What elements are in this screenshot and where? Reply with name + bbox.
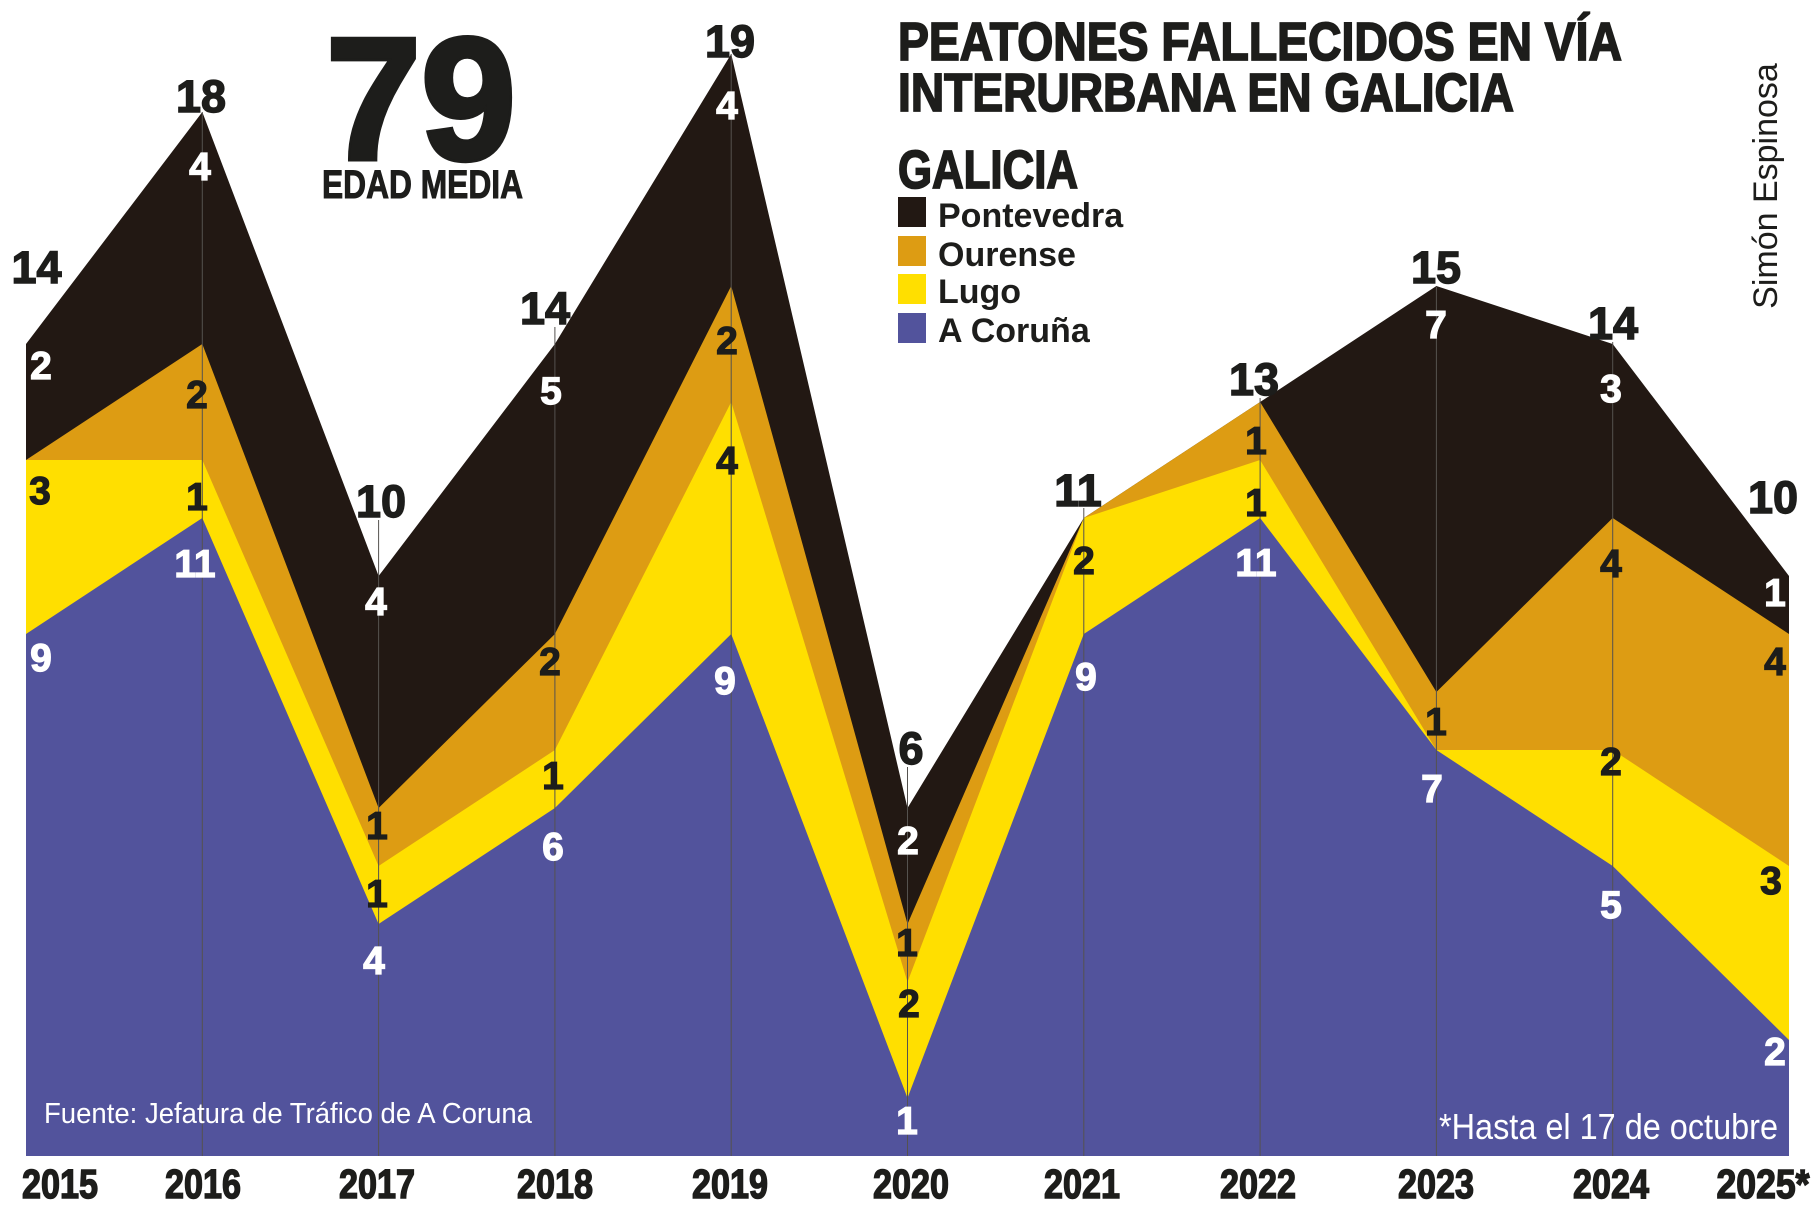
svg-text:1: 1 [542,755,564,798]
svg-text:*Hasta el 17 de octubre: *Hasta el 17 de octubre [1439,1106,1778,1147]
svg-text:2: 2 [1600,741,1622,784]
svg-text:3: 3 [29,470,51,513]
svg-text:3: 3 [1600,368,1622,411]
svg-text:PEATONES FALLECIDOS EN VÍA: PEATONES FALLECIDOS EN VÍA [898,12,1622,72]
svg-text:79: 79 [326,1,516,196]
svg-text:2023: 2023 [1398,1161,1474,1207]
svg-text:2016: 2016 [165,1161,241,1207]
svg-text:2: 2 [898,983,920,1026]
svg-text:2018: 2018 [517,1161,593,1207]
svg-text:19: 19 [705,16,755,67]
svg-text:13: 13 [1229,354,1279,405]
svg-text:Ourense: Ourense [938,236,1076,274]
svg-text:9: 9 [714,660,736,703]
svg-text:2: 2 [1073,540,1095,583]
svg-text:1: 1 [896,1100,918,1143]
svg-text:5: 5 [1600,884,1622,927]
svg-text:2: 2 [716,320,738,363]
svg-text:4: 4 [1764,641,1786,684]
svg-text:5: 5 [540,370,562,413]
svg-text:4: 4 [363,940,385,983]
svg-text:1: 1 [896,922,918,965]
svg-text:Pontevedra: Pontevedra [938,197,1124,235]
svg-text:1: 1 [1425,701,1447,744]
svg-text:1: 1 [1245,482,1267,525]
svg-text:6: 6 [898,723,923,774]
svg-text:1: 1 [186,476,208,519]
svg-text:18: 18 [176,71,226,122]
svg-text:2017: 2017 [339,1161,415,1207]
svg-text:10: 10 [356,476,406,527]
svg-text:Fuente: Jefatura de Tráfico de: Fuente: Jefatura de Tráfico de A Coruna [44,1098,533,1130]
svg-text:10: 10 [1748,472,1798,523]
svg-text:Lugo: Lugo [938,273,1021,311]
svg-text:4: 4 [365,581,387,624]
svg-text:7: 7 [1421,768,1443,811]
svg-text:2015: 2015 [22,1161,98,1207]
svg-text:2: 2 [186,374,208,417]
svg-text:INTERURBANA EN GALICIA: INTERURBANA EN GALICIA [898,63,1514,123]
svg-text:A Coruña: A Coruña [938,312,1091,350]
svg-text:9: 9 [1075,656,1097,699]
svg-text:14: 14 [520,283,570,334]
svg-text:2024: 2024 [1573,1161,1649,1207]
svg-text:2: 2 [1764,1031,1786,1074]
svg-text:Simón Espinosa: Simón Espinosa [1747,63,1785,309]
svg-text:2: 2 [30,345,52,388]
svg-text:4: 4 [1600,543,1622,586]
svg-text:2022: 2022 [1220,1161,1296,1207]
svg-text:4: 4 [716,85,738,128]
svg-text:14: 14 [11,242,61,293]
svg-text:4: 4 [189,146,211,189]
svg-text:11: 11 [174,543,215,586]
svg-text:GALICIA: GALICIA [898,140,1078,200]
svg-text:15: 15 [1411,242,1461,293]
svg-text:4: 4 [716,440,738,483]
svg-text:EDAD MEDIA: EDAD MEDIA [322,163,523,207]
svg-text:1: 1 [1245,420,1267,463]
svg-text:2020: 2020 [873,1161,949,1207]
svg-text:9: 9 [30,637,52,680]
svg-text:14: 14 [1588,298,1638,349]
svg-text:7: 7 [1425,304,1447,347]
svg-text:1: 1 [366,805,388,848]
svg-text:2021: 2021 [1044,1161,1120,1207]
svg-text:2025*: 2025* [1717,1161,1810,1207]
svg-text:2: 2 [897,820,919,863]
svg-text:3: 3 [1760,860,1782,903]
svg-text:11: 11 [1054,465,1102,516]
svg-text:11: 11 [1235,542,1276,585]
svg-text:1: 1 [366,873,388,916]
svg-text:1: 1 [1764,572,1786,615]
svg-text:2019: 2019 [692,1161,768,1207]
svg-text:2: 2 [539,641,561,684]
svg-text:6: 6 [542,826,564,869]
